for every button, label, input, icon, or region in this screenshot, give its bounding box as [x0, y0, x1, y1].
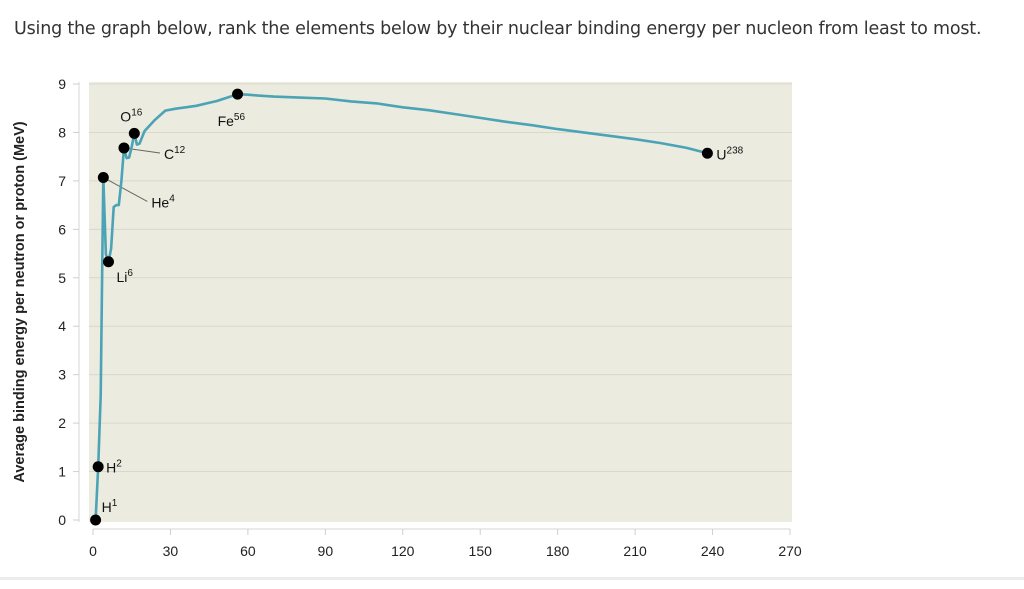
- mass-number: 4: [169, 193, 175, 204]
- x-tick-label: 240: [701, 543, 725, 559]
- x-tick-label: 90: [318, 543, 334, 559]
- question-text: Using the graph below, rank the elements…: [14, 19, 982, 39]
- mass-number: 6: [127, 268, 133, 279]
- label-u238: U238: [716, 145, 743, 162]
- label-he4: He4: [151, 193, 175, 210]
- y-tick-label: 8: [58, 124, 66, 140]
- mass-number: 16: [131, 107, 143, 118]
- x-tick-label: 150: [469, 543, 493, 559]
- label-o16: O16: [120, 107, 142, 124]
- y-tick-label: 4: [58, 318, 66, 334]
- element-symbol: H: [102, 499, 112, 515]
- element-symbol: Li: [116, 269, 127, 285]
- marker-c12: [118, 142, 130, 154]
- x-tick-label: 210: [623, 543, 647, 559]
- mass-number: 238: [727, 145, 744, 156]
- x-tick-label: 180: [546, 543, 570, 559]
- axes: [78, 82, 790, 530]
- label-fe56: Fe56: [218, 112, 246, 129]
- element-symbol: He: [151, 194, 169, 210]
- x-tick-label: 270: [778, 543, 802, 559]
- x-axis-ticks: 0 30 60 90 120 150 180 210 240 270: [89, 529, 802, 559]
- label-h1: H1: [102, 498, 118, 515]
- plot-background: [89, 82, 792, 522]
- element-symbol: Fe: [218, 113, 235, 129]
- leader-line: [103, 177, 148, 202]
- mass-number: 2: [116, 459, 122, 470]
- element-symbol: H: [106, 460, 116, 476]
- marker-he4: [97, 171, 109, 183]
- label-li6: Li6: [116, 268, 133, 285]
- y-tick-label: 7: [58, 173, 66, 189]
- y-tick-label: 5: [58, 270, 66, 286]
- marker-h1: [90, 514, 102, 526]
- x-tick-label: 30: [163, 543, 179, 559]
- element-symbol: O: [120, 108, 131, 124]
- y-tick-label: 0: [58, 512, 66, 528]
- y-axis-label: Average binding energy per neutron or pr…: [12, 121, 28, 482]
- mass-number: 1: [112, 498, 118, 509]
- x-tick-label: 120: [391, 543, 415, 559]
- mass-number: 12: [174, 145, 186, 156]
- element-symbol: C: [164, 146, 174, 162]
- marker-fe56: [232, 88, 244, 100]
- y-tick-label: 1: [58, 464, 66, 480]
- bottom-divider: [0, 577, 1024, 580]
- marker-h2: [92, 461, 104, 473]
- element-symbol: U: [716, 146, 726, 162]
- binding-energy-curve: [94, 92, 708, 521]
- marker-o16: [128, 127, 140, 139]
- y-axis-ticks: 0 1 2 3 4 5 6 7 8 9: [58, 76, 79, 528]
- x-tick-label: 60: [240, 543, 256, 559]
- mass-number: 56: [234, 112, 246, 123]
- marker-li6: [102, 256, 114, 268]
- label-c12: C12: [164, 145, 186, 162]
- marker-u238: [701, 147, 713, 159]
- y-tick-label: 3: [58, 367, 66, 383]
- y-tick-label: 9: [58, 76, 66, 92]
- x-tick-label: 0: [89, 543, 97, 559]
- label-h2: H2: [106, 459, 122, 476]
- y-tick-label: 6: [58, 221, 66, 237]
- grid-lines: [89, 83, 792, 473]
- y-tick-label: 2: [58, 415, 66, 431]
- element-markers: [90, 88, 713, 526]
